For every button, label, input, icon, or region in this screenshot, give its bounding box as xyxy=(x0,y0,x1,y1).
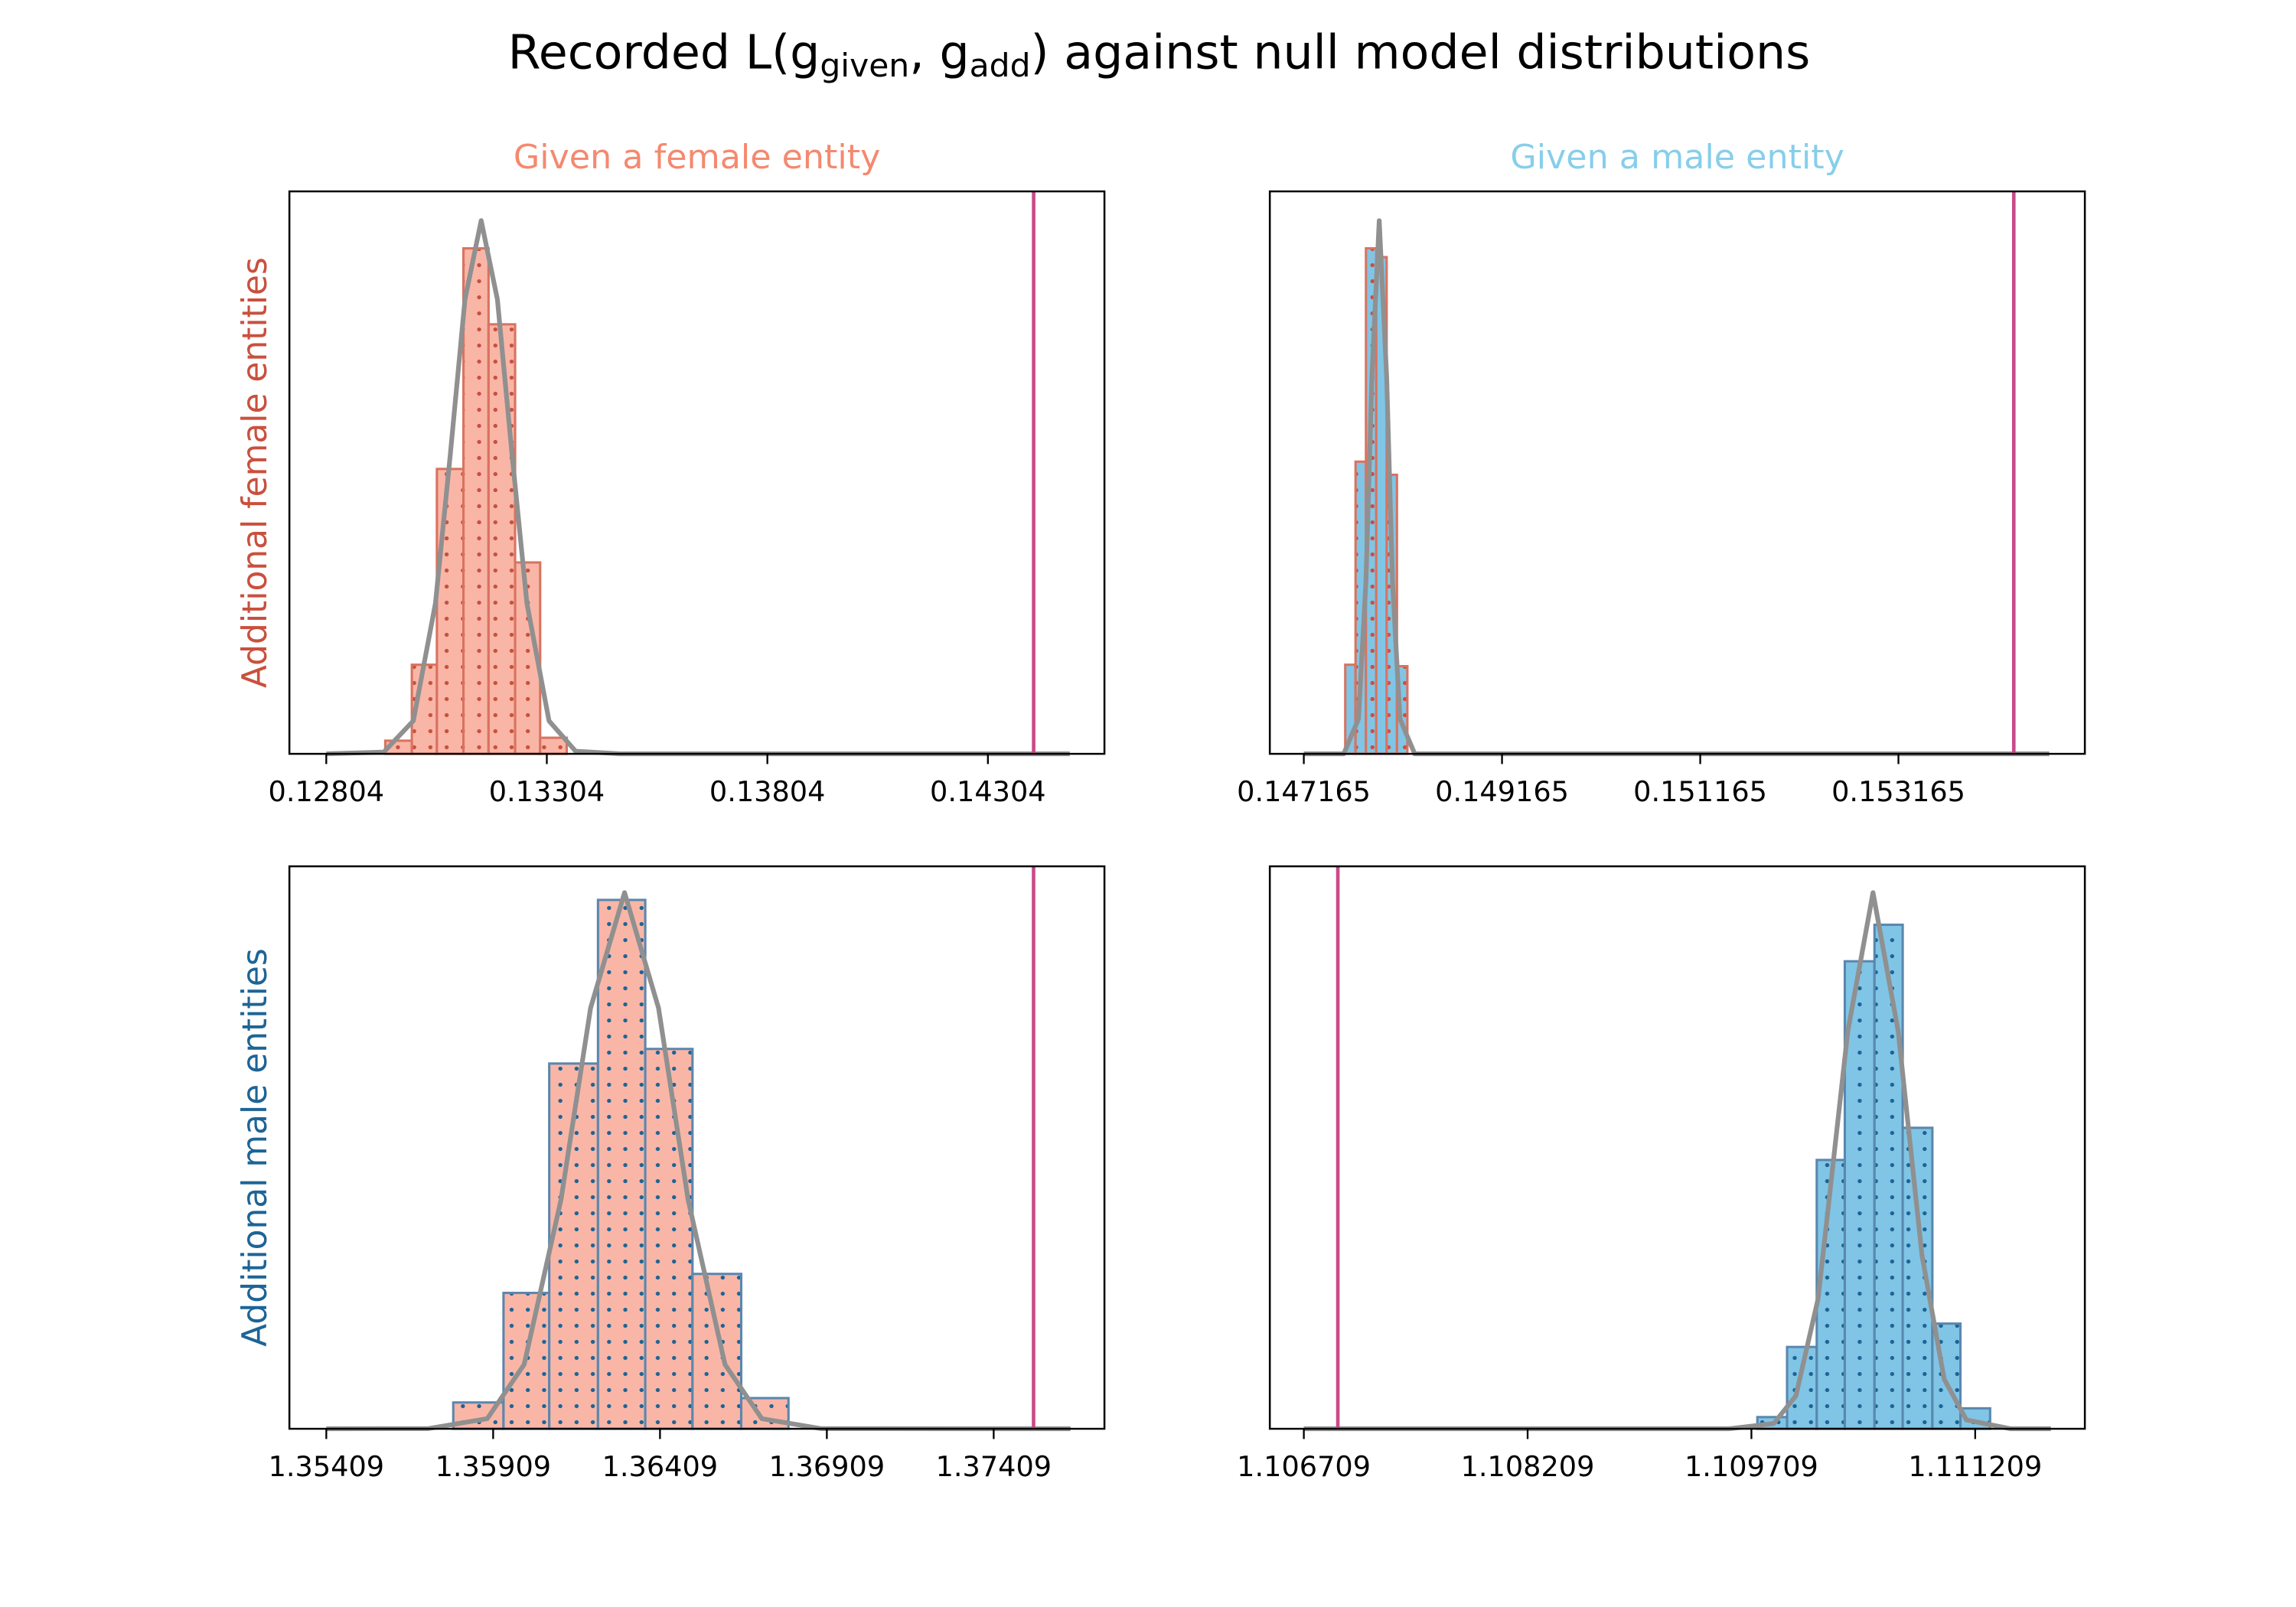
x-tick-label: 1.37409 xyxy=(936,1450,1052,1483)
x-tick-label: 1.109709 xyxy=(1684,1450,1818,1483)
histogram-bar xyxy=(1873,923,1904,1430)
x-tick-label: 0.13304 xyxy=(489,775,605,808)
panel-title: Given a female entity xyxy=(514,138,880,177)
y-axis-label: Additional male entities xyxy=(236,948,275,1347)
x-tick-label: 0.12804 xyxy=(269,775,385,808)
kde-line xyxy=(326,890,1071,1432)
histogram-bar xyxy=(487,323,517,755)
histogram-bar xyxy=(644,1048,694,1430)
x-tick-label: 1.36909 xyxy=(769,1450,885,1483)
x-tick-label: 1.35909 xyxy=(435,1450,552,1483)
axes-frame xyxy=(288,865,1106,1430)
histogram-bar xyxy=(691,1273,743,1430)
x-tick-label: 1.106709 xyxy=(1237,1450,1371,1483)
axes-frame xyxy=(1268,865,2086,1430)
x-tick-label: 0.151165 xyxy=(1633,775,1767,808)
axes-frame xyxy=(1268,190,2086,755)
axes-frame xyxy=(288,190,1106,755)
title-part: Recorded L(g xyxy=(508,26,820,80)
figure-title: Recorded L(ggiven, gadd) against null mo… xyxy=(508,26,1811,83)
title-subscript: given xyxy=(820,46,909,83)
x-tick-label: 0.149165 xyxy=(1435,775,1569,808)
histogram-bar xyxy=(596,898,647,1430)
x-tick-label: 1.35409 xyxy=(269,1450,385,1483)
x-tick-label: 0.153165 xyxy=(1831,775,1965,808)
x-tick-label: 1.36409 xyxy=(602,1450,719,1483)
x-tick-label: 1.108209 xyxy=(1461,1450,1595,1483)
kde-line xyxy=(1303,218,2050,757)
x-tick-label: 1.111209 xyxy=(1908,1450,2042,1483)
histogram-bar xyxy=(435,468,465,755)
kde-line xyxy=(326,218,1070,757)
histogram-bar xyxy=(539,736,569,755)
y-axis-label: Additional female entities xyxy=(236,257,275,688)
x-tick-label: 0.13804 xyxy=(709,775,826,808)
x-tick-label: 0.147165 xyxy=(1237,775,1371,808)
title-subscript: add xyxy=(970,46,1031,83)
kde-line xyxy=(1303,890,2051,1432)
x-tick-label: 0.14304 xyxy=(930,775,1046,808)
panel-title: Given a male entity xyxy=(1510,138,1844,177)
histogram-bar xyxy=(462,247,490,755)
title-part: , g xyxy=(909,26,969,80)
title-part: ) against null model distributions xyxy=(1031,26,1811,80)
